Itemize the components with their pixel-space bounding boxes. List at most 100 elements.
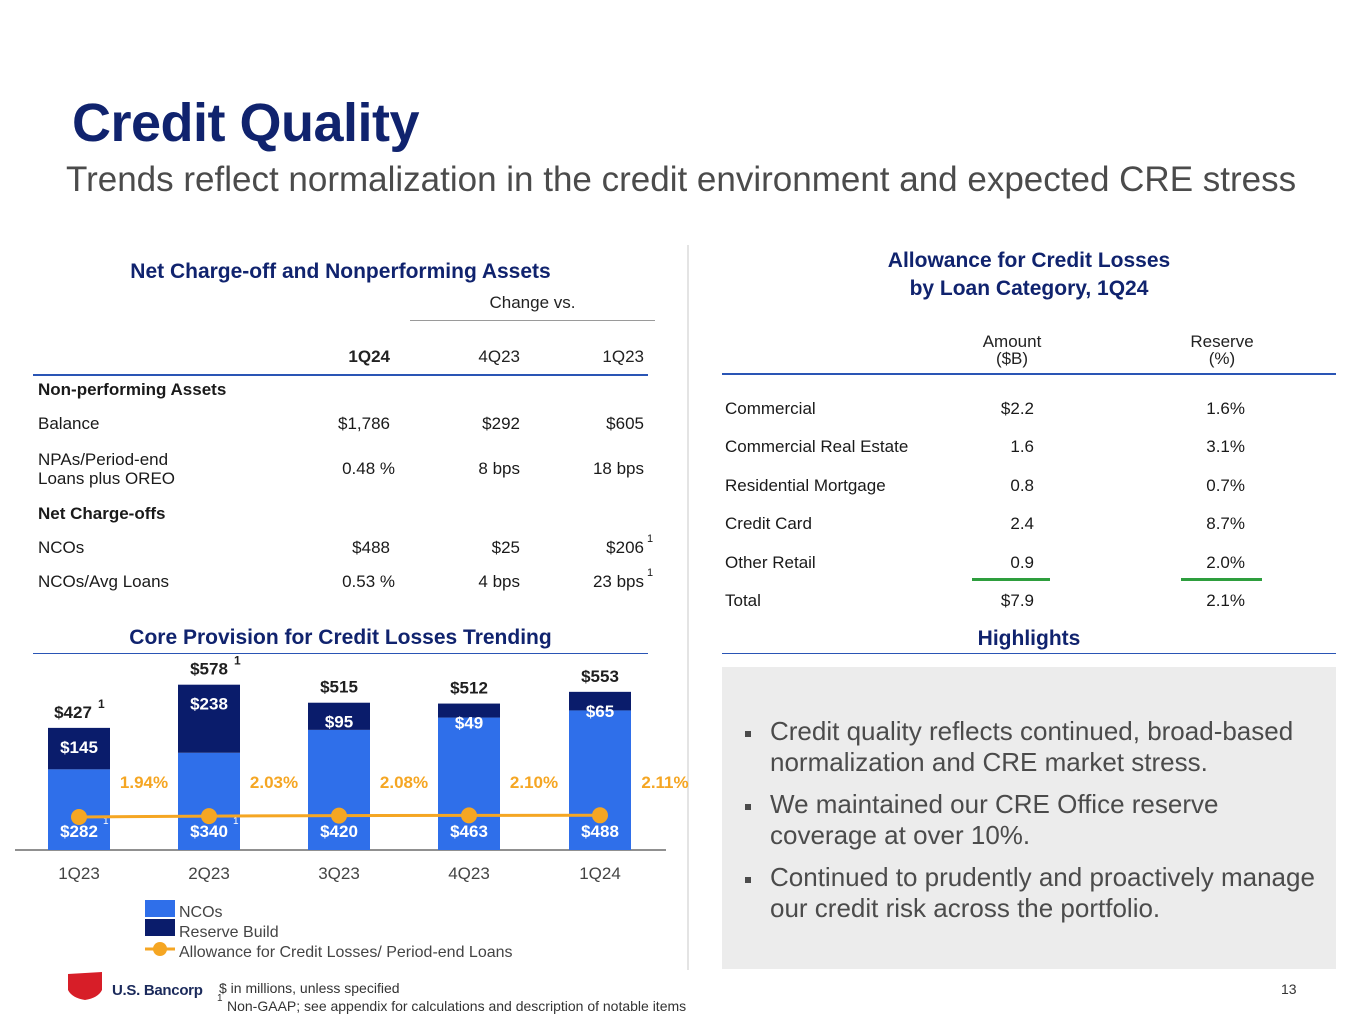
legend-swatch-reserve [145,919,175,936]
bar-label-reserve-build: $65 [586,702,614,721]
row-value-4q23: 4 bps [478,572,520,591]
chart-heading-rule [33,653,648,654]
row-value-1q24: 0.48 % [342,459,395,478]
bar-total-footnote: 1 [98,697,105,711]
row-label: NCOs [38,538,85,557]
legend-label-ncos: NCOs [179,904,223,921]
row-value-1q24: $1,786 [338,414,390,433]
reserve-total-rule [1181,578,1262,581]
bar-total-footnote: 1 [234,655,241,668]
row-value-1q24: $488 [352,538,390,557]
highlight-bullet: Credit quality reflects continued, broad… [770,716,1294,777]
allowance-label: 2.11% [641,773,688,792]
provision-chart: $282 1 $145 $427 1 1Q23 1.94% $340 1 $238 $578 1 2Q2… [15,655,689,883]
allowance-point [71,809,87,825]
bar-label-reserve-build: $145 [60,738,98,757]
bank-shield-icon [68,972,102,1000]
bar-ncos [308,729,370,850]
row-amount: $7.9 [1000,591,1034,610]
bar-label-ncos: $420 [320,822,358,841]
row-reserve: 0.7% [1206,476,1245,495]
highlights-heading: Highlights [977,627,1081,650]
x-tick-label: 4Q23 [448,864,490,883]
change-vs-rule [410,320,655,321]
col-header-amount-line1: Amount [982,332,1042,351]
legend-label-reserve: Reserve Build [179,924,279,941]
bar-total-label: $427 [54,703,92,722]
row-label: Other Retail [725,553,816,572]
bar-label-reserve-build: $49 [455,714,483,733]
footnote-marker: 1 [217,993,223,1004]
allowance-point [201,808,217,825]
row-label: Credit Card [725,514,812,533]
page-title: Credit Quality [72,93,420,153]
bar-reserve-build [48,727,110,770]
bar-reserve-build [308,702,370,730]
highlight-bullet: We maintained our CRE Office reserve cov… [770,789,1219,850]
npa-section-label: Non-performing Assets [38,380,227,399]
bar-total-label: $515 [320,678,358,697]
allowance-label: 2.10% [510,773,558,792]
row-value-1q23: 18 bps [592,459,644,478]
x-tick-label: 2Q23 [188,864,230,883]
col-header-reserve-line2: (%) [1208,349,1236,368]
row-amount: 0.9 [1010,553,1034,572]
legend-label-allowance: Allowance for Credit Losses/ Period-end … [179,944,513,961]
row-label-line1: NPAs/Period-end [38,450,169,469]
row-reserve: 8.7% [1206,514,1245,533]
legend-swatch-ncos [145,900,175,917]
col-header-1q23: 1Q23 [602,347,644,366]
bar-label-ncos: $488 [581,822,619,841]
allowance-point [592,807,608,824]
bar-total-label: $578 [190,660,228,679]
bar-ncos [178,752,240,850]
page-subtitle: Trends reflect normalization in the cred… [66,160,1297,199]
row-label: Commercial Real Estate [725,437,909,456]
x-tick-label: 1Q24 [579,864,621,883]
row-value-1q24: 0.53 % [342,572,395,591]
bar-label-footnote: 1 [103,816,109,827]
highlights-panel [722,667,1336,969]
col-header-4q23: 4Q23 [478,347,520,366]
bar-reserve-build [569,691,631,711]
footnote-marker: 1 [647,533,654,545]
row-amount: 1.6 [1010,437,1034,456]
bar-reserve-build [438,703,500,718]
page-number: 13 [1281,981,1297,997]
bar-total-label: $512 [450,679,488,698]
row-label: NCOs/Avg Loans [38,572,170,591]
row-value-4q23: 8 bps [478,459,520,478]
bar-label-ncos: $340 [190,822,228,841]
allowance-label: 2.08% [380,773,428,792]
chart-heading: Core Provision for Credit Losses Trendin… [129,626,552,649]
row-value-4q23: $25 [491,538,520,557]
allowance-heading-line2: by Loan Category, 1Q24 [909,277,1149,300]
bullet-marker [745,804,751,810]
nco-section-label: Net Charge-offs [38,504,166,523]
row-label: NPAs/Period-end Loans plus OREO [38,450,175,488]
col-header-reserve: Reserve (%) [1170,333,1274,367]
vertical-divider [687,245,689,970]
x-tick-label: 1Q23 [58,864,100,883]
footnote-units: $ in millions, unless specified [219,980,400,996]
amount-total-rule [972,578,1050,581]
x-tick-label: 3Q23 [318,864,360,883]
allowance-point [461,807,477,824]
row-value-1q23: 23 bps [592,572,644,591]
allowance-point [331,807,347,824]
allowance-heading-line1: Allowance for Credit Losses [887,249,1171,272]
row-label-line2: Loans plus OREO [38,469,176,488]
footnote-non-gaap: Non-GAAP; see appendix for calculations … [227,998,687,1014]
legend-marker-allowance [145,942,175,956]
bar-total-label: $553 [581,667,619,686]
row-amount: 0.8 [1010,476,1034,495]
change-vs-label: Change vs. [489,293,576,312]
col-header-amount-line2: ($B) [995,349,1029,368]
highlight-bullet: Continued to prudently and proactively m… [770,862,1315,923]
row-amount: $2.2 [1000,399,1034,418]
bar-label-ncos: $282 [60,822,98,841]
row-label: Balance [38,414,100,433]
bar-reserve-build [178,684,240,753]
bar-ncos [438,717,500,850]
footnote-marker: 1 [647,567,654,579]
